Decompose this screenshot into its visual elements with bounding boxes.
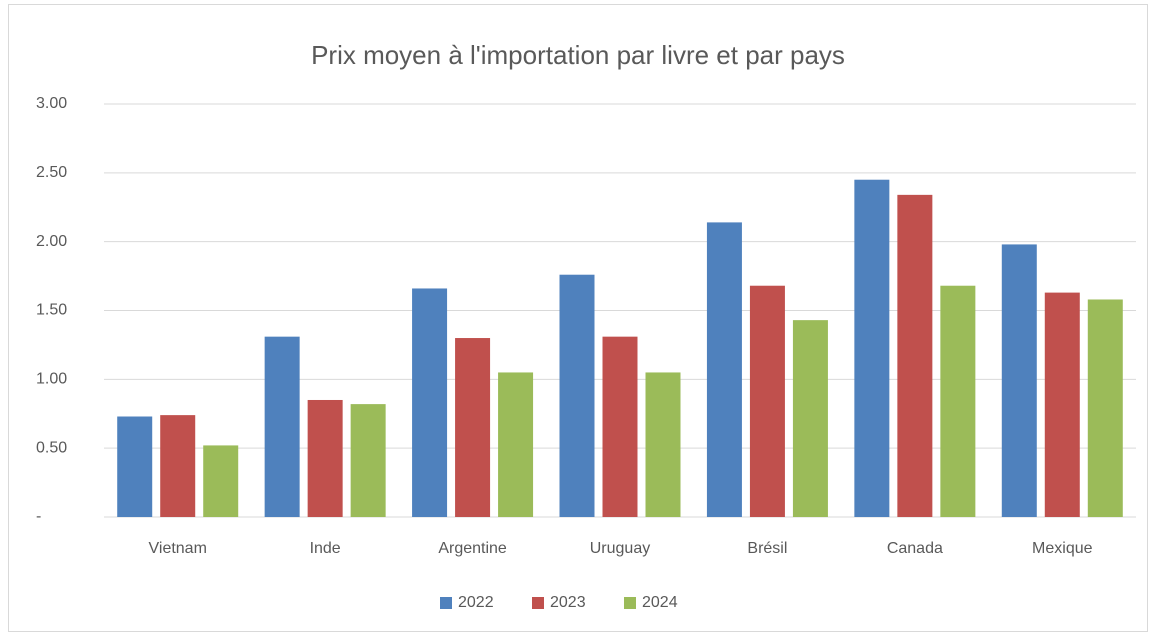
y-tick-label: 2.50 (36, 164, 67, 181)
bar (1087, 299, 1123, 517)
x-tick-label: Uruguay (590, 540, 650, 557)
x-tick-label: Vietnam (149, 540, 207, 557)
bar (264, 336, 300, 517)
bar (117, 416, 153, 517)
bar (160, 415, 196, 517)
bar (412, 288, 448, 517)
legend-label: 2022 (458, 594, 494, 611)
legend-label: 2023 (550, 594, 586, 611)
bar (940, 285, 976, 517)
x-tick-label: Inde (310, 540, 341, 557)
y-tick-label: 1.50 (36, 302, 67, 319)
bar (498, 372, 534, 517)
x-tick-label: Mexique (1032, 540, 1093, 557)
legend-swatch (624, 597, 636, 609)
bar (455, 338, 491, 517)
bar (307, 399, 343, 517)
y-tick-label: 0.50 (36, 439, 67, 456)
bar (749, 285, 785, 517)
x-tick-label: Brésil (747, 540, 787, 557)
y-tick-label: 1.00 (36, 371, 67, 388)
bar (203, 445, 239, 517)
x-tick-label: Canada (887, 540, 943, 557)
bar (645, 372, 681, 517)
bar (854, 179, 890, 517)
bar (706, 222, 742, 518)
y-tick-label: 3.00 (36, 95, 67, 112)
legend-swatch (440, 597, 452, 609)
chart-title: Prix moyen à l'importation par livre et … (311, 40, 845, 70)
legend-label: 2024 (642, 594, 678, 611)
bar (897, 194, 933, 518)
bar (1044, 292, 1080, 517)
bar (350, 404, 386, 517)
y-tick-label: 2.00 (36, 233, 67, 250)
legend-swatch (532, 597, 544, 609)
bar (559, 274, 595, 517)
bar (602, 336, 638, 517)
x-tick-label: Argentine (438, 540, 507, 557)
bar (1001, 244, 1037, 518)
y-tick-label: - (36, 508, 41, 525)
bar (792, 320, 828, 517)
